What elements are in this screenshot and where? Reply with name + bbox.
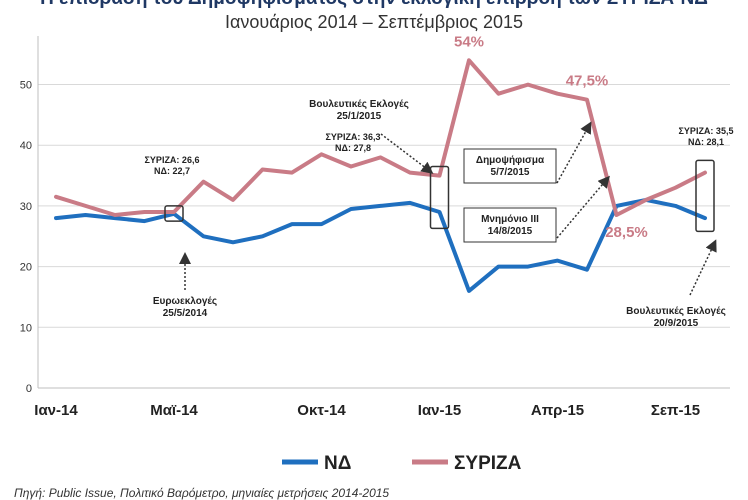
series-line-nd bbox=[54, 197, 707, 293]
euro-election-label-text: Ευρωεκλογές bbox=[153, 296, 217, 307]
legend-label-syriza: ΣΥΡΙΖΑ bbox=[454, 453, 522, 474]
election-highlight-box bbox=[429, 165, 450, 230]
chart-source: Πηγή: Public Issue, Πολιτικό Βαρόμετρο, … bbox=[14, 486, 390, 500]
y-tick-label: 30 bbox=[20, 201, 32, 213]
value-label: 47,5% bbox=[566, 73, 609, 90]
y-tick-label: 40 bbox=[20, 140, 32, 152]
value-label: 28,5% bbox=[605, 224, 648, 241]
referendum-label-text: Δημοψήφισμα bbox=[476, 155, 545, 166]
memorandum-label-box bbox=[463, 207, 557, 243]
y-tick-label: 50 bbox=[20, 80, 32, 92]
y-tick-label: 0 bbox=[26, 383, 32, 395]
election-highlight-box bbox=[164, 205, 184, 222]
x-tick-label: Απρ-15 bbox=[531, 402, 584, 419]
election-highlight-box bbox=[695, 159, 715, 233]
y-tick-label: 20 bbox=[20, 262, 32, 274]
jan-arrow bbox=[380, 133, 434, 174]
sep-election-label-text: 20/9/2015 bbox=[654, 318, 699, 329]
referendum-label-box bbox=[463, 148, 557, 184]
x-tick-label: Σεπ-15 bbox=[651, 402, 700, 419]
sep-election-values-text: ΣΥΡΙΖΑ: 35,5 bbox=[679, 126, 734, 136]
euro-election-values-text: ΣΥΡΙΖΑ: 26,6 bbox=[145, 155, 200, 165]
jan-election-values-text: ΣΥΡΙΖΑ: 36,3 bbox=[326, 132, 381, 142]
x-tick-label: Ιαν-14 bbox=[34, 402, 78, 419]
memorandum-label-text: 14/8/2015 bbox=[488, 226, 533, 237]
referendum-arrow bbox=[556, 121, 592, 184]
chart-subtitle: Ιανουάριος 2014 – Σεπτέμβριος 2015 bbox=[224, 12, 524, 32]
jan-election-label-text: 25/1/2015 bbox=[337, 111, 382, 122]
x-tick-label: Οκτ-14 bbox=[297, 402, 346, 419]
x-tick-label: Ιαν-15 bbox=[418, 402, 461, 419]
jan-election-values: ΣΥΡΙΖΑ: 36,3ΝΔ: 27,8 bbox=[326, 132, 381, 153]
series-line-syriza bbox=[54, 58, 707, 217]
jan-election-values-text: ΝΔ: 27,8 bbox=[335, 143, 371, 153]
y-tick-label: 10 bbox=[20, 322, 32, 334]
legend-label-nd: ΝΔ bbox=[324, 453, 351, 474]
referendum-label-text: 5/7/2015 bbox=[491, 167, 530, 178]
sep-election-values: ΣΥΡΙΖΑ: 35,5ΝΔ: 28,1 bbox=[679, 126, 734, 147]
sep-election-values-text: ΝΔ: 28,1 bbox=[688, 137, 724, 147]
sep-arrow bbox=[689, 239, 717, 296]
chart-title: Η επίδραση του Δημοψηφίσματος στην εκλογ… bbox=[0, 0, 748, 10]
euro-election-values: ΣΥΡΙΖΑ: 26,6ΝΔ: 22,7 bbox=[145, 155, 200, 176]
memorandum-label-text: Μνημόνιο ΙΙΙ bbox=[481, 214, 539, 225]
memorandum-arrow bbox=[556, 175, 610, 239]
value-label: 54% bbox=[454, 33, 484, 50]
jan-election-label-text: Βουλευτικές Εκλογές bbox=[309, 99, 409, 110]
euro-election-values-text: ΝΔ: 22,7 bbox=[154, 166, 190, 176]
euro-election-label-text: 25/5/2014 bbox=[163, 308, 208, 319]
x-tick-label: Μαϊ-14 bbox=[150, 402, 198, 419]
sep-election-label-text: Βουλευτικές Εκλογές bbox=[626, 306, 726, 317]
